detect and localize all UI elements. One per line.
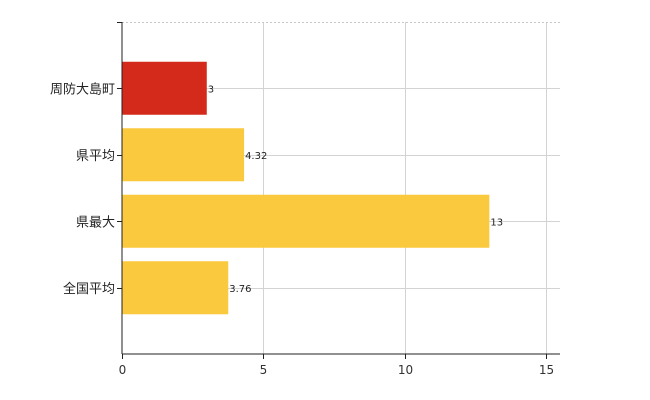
x-tick-label: 10	[398, 363, 413, 377]
x-tick-label: 0	[119, 363, 127, 377]
y-category-label: 周防大島町	[50, 81, 115, 97]
data-labels: 3 4.32 13 3.76	[208, 84, 503, 295]
y-category-label: 県平均	[76, 149, 115, 164]
y-category-label: 全国平均	[63, 281, 115, 297]
bars	[122, 61, 490, 315]
bar-value-label: 13	[490, 217, 503, 228]
axes	[121, 22, 560, 355]
bar	[122, 194, 490, 248]
x-tick-label: 5	[260, 363, 268, 377]
bar	[122, 261, 229, 315]
x-axis-ticks: 0 5 10 15	[119, 354, 554, 377]
bar	[122, 61, 207, 115]
y-category-label: 県最大	[76, 215, 115, 230]
x-tick-label: 15	[539, 363, 554, 377]
bar-value-label: 4.32	[245, 151, 267, 162]
bar	[122, 128, 245, 182]
bar-value-label: 3	[208, 84, 214, 95]
bar-value-label: 3.76	[229, 284, 251, 295]
